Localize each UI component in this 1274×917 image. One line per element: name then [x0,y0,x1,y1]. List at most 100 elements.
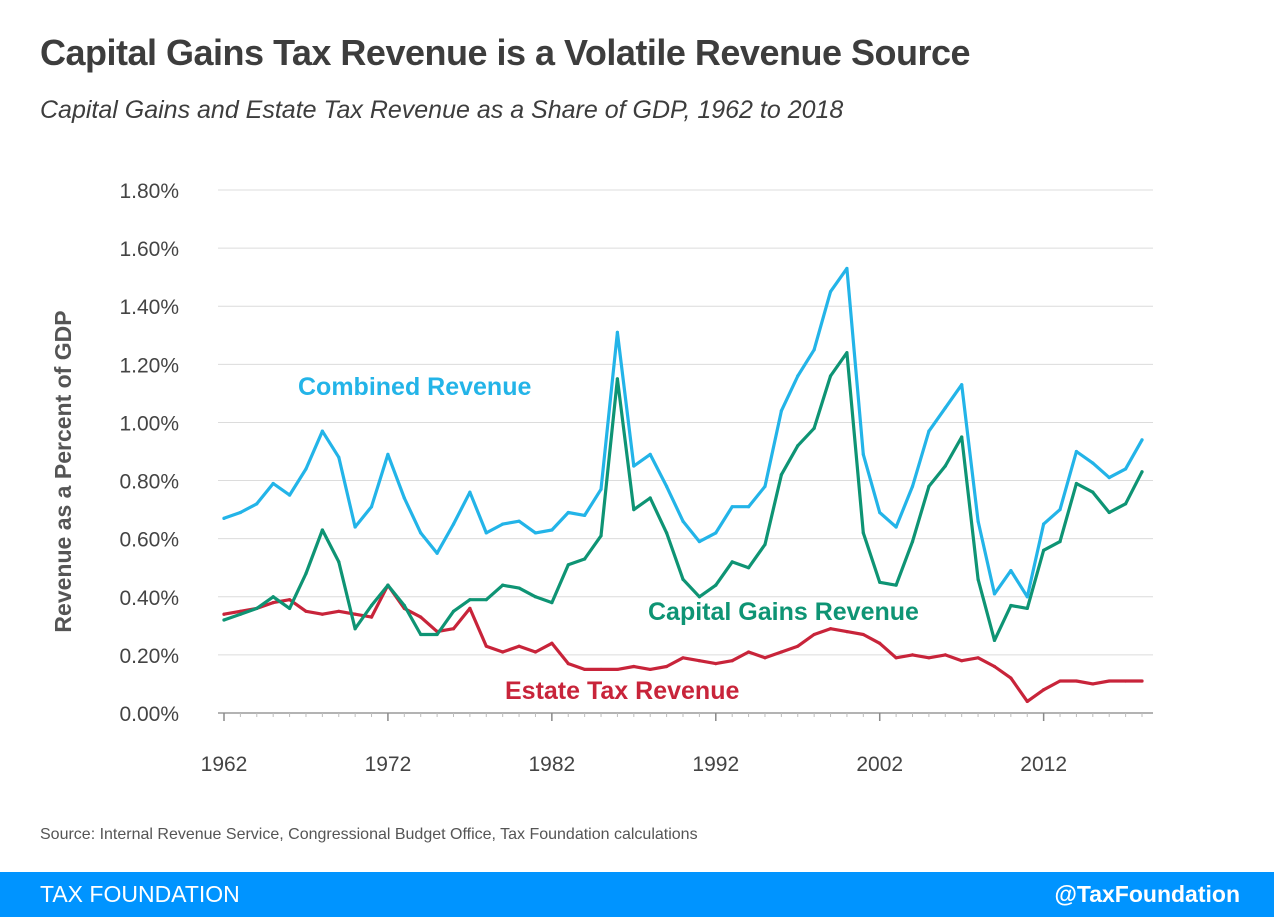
y-tick-label: 0.60% [119,529,179,552]
data-point [419,531,423,535]
footer-brand: TAX FOUNDATION [40,881,240,907]
data-point [648,452,652,457]
data-point [484,531,488,535]
data-point [271,600,275,605]
data-point [1042,522,1046,526]
data-point [878,641,882,645]
data-point [386,583,390,587]
data-point [550,600,554,605]
data-point [845,630,849,634]
data-point [976,519,980,523]
data-point [550,528,554,532]
series-annotation-capital-gains-revenue: Capital Gains Revenue [648,598,919,626]
data-point [779,409,783,413]
y-tick-label: 0.20% [119,645,179,668]
data-point [1140,679,1144,683]
data-point [369,603,374,608]
data-point [1107,510,1111,515]
data-point [681,577,685,581]
series-annotation-estate-tax-revenue: Estate Tax Revenue [505,677,739,705]
data-point [812,632,816,637]
data-point [665,664,669,669]
data-point [960,659,964,663]
data-point [353,525,357,529]
data-point [583,667,587,672]
data-point [746,505,751,509]
data-point [1124,467,1128,471]
data-point [255,502,259,506]
data-point [796,644,800,648]
data-point [1058,679,1062,683]
data-point [910,539,915,544]
data-point [910,653,915,657]
data-point [1107,476,1111,480]
data-point [599,534,603,538]
x-tick-label: 1962 [201,753,248,776]
data-point [976,656,980,660]
line-chart: 0.00% 0.20% 0.40% 0.60% 0.80% 1.00% 1.20% 1.40%… [50,180,1153,776]
data-point [1025,595,1029,599]
data-point [779,473,783,477]
data-point [402,496,406,500]
footer-handle: @TaxFoundation [1054,881,1240,907]
data-point [697,539,701,544]
data-point [960,383,964,387]
data-point [320,528,324,532]
data-point [1009,569,1013,573]
data-point [976,577,980,581]
data-point [287,598,292,602]
data-point [1091,490,1095,494]
data-point [599,667,603,672]
data-point [763,542,767,547]
data-point [517,586,521,590]
x-tick-label: 1982 [528,753,575,776]
data-point [583,513,587,518]
data-point [451,522,456,526]
data-point [615,667,620,672]
data-point [828,374,833,378]
data-point [992,638,997,642]
data-point [746,650,751,654]
data-point [845,351,849,355]
data-point [730,505,734,509]
data-point [894,583,898,587]
data-point [566,662,570,666]
data-point [648,496,652,500]
data-point [1058,508,1062,512]
data-point [566,510,570,515]
data-point [501,583,505,587]
data-point [828,627,833,631]
data-point [287,606,292,611]
data-point [353,612,357,616]
data-point [304,609,308,613]
data-point [501,522,505,526]
data-point [894,525,898,529]
y-tick-label: 0.40% [119,587,179,610]
data-point [468,606,472,611]
data-point [1107,679,1111,683]
chart-subtitle: Capital Gains and Estate Tax Revenue as … [40,96,844,124]
data-point [271,481,275,486]
data-point [763,656,767,660]
data-point [238,510,242,515]
data-point [943,653,947,657]
data-point [402,603,406,608]
data-point [517,644,521,648]
data-point [369,505,374,509]
data-point [501,650,505,654]
data-point [386,452,390,457]
data-point [861,452,865,457]
data-point [828,290,833,294]
data-point [1058,539,1062,544]
data-point [632,508,636,512]
data-point [845,266,849,271]
data-point [1009,603,1013,608]
data-point [435,632,439,637]
data-point [1091,682,1095,686]
data-point [468,598,472,602]
data-point [714,583,718,587]
y-tick-label: 1.40% [119,296,179,319]
data-point [304,571,308,576]
data-point [878,510,882,515]
data-point [714,662,718,666]
